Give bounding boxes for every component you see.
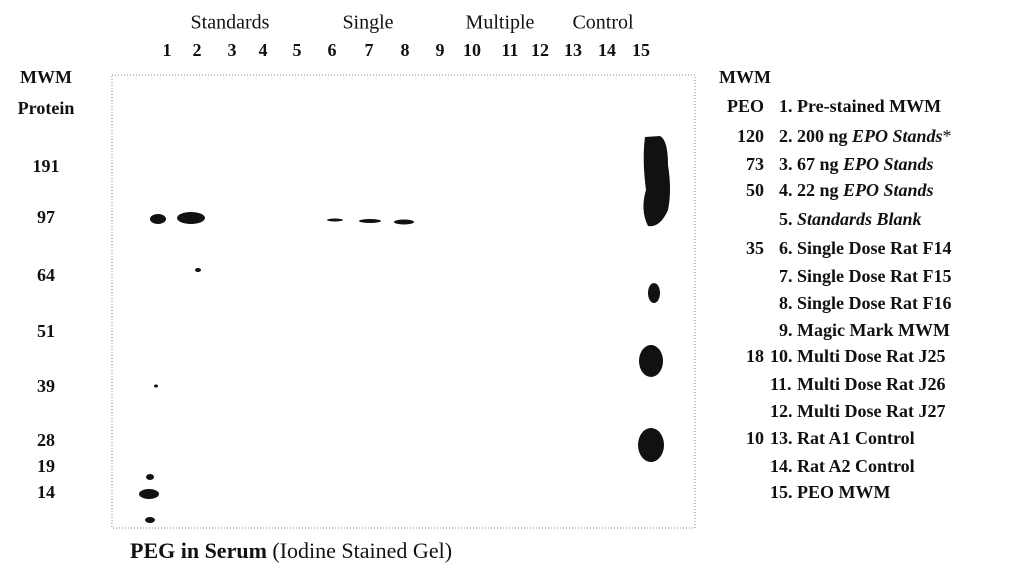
gel-bands — [139, 136, 670, 523]
lane-number: 13 — [564, 40, 582, 60]
peo-label: 18 — [746, 346, 764, 366]
peo-label: 120 — [737, 126, 764, 146]
lane-number: 14 — [598, 40, 616, 60]
legend-text: Multi Dose Rat J25 — [797, 346, 945, 366]
legend-text-part: 200 ng — [797, 126, 852, 146]
marker-label: 51 — [37, 321, 55, 341]
legend-text-part: 22 ng — [797, 180, 843, 200]
legend-text: PEO MWM — [797, 482, 890, 502]
legend-text: Multi Dose Rat J27 — [797, 401, 945, 421]
legend-text-part: Multi Dose Rat J27 — [797, 401, 945, 421]
peo-label: 50 — [746, 180, 764, 200]
group-label: Multiple — [466, 12, 535, 34]
legend-text-part: Pre-stained MWM — [797, 96, 941, 116]
legend-number: 14. — [770, 456, 793, 476]
legend-number: 3. — [779, 154, 793, 174]
legend-text: Pre-stained MWM — [797, 96, 941, 116]
legend-text: Single Dose Rat F16 — [797, 293, 952, 313]
marker-label: 39 — [37, 376, 55, 396]
peo-label: 10 — [746, 428, 764, 448]
lane-number: 2 — [193, 40, 202, 60]
legend-italic: EPO Stands — [842, 154, 934, 174]
legend-number: 15. — [770, 482, 793, 502]
legend-number: 1. — [779, 96, 793, 116]
legend-text: Rat A1 Control — [797, 428, 915, 448]
group-label: Standards — [191, 12, 270, 34]
lane-number: 3 — [228, 40, 237, 60]
gel-frame — [112, 75, 695, 528]
marker-label: 19 — [37, 456, 55, 476]
legend-text: 200 ng EPO Stands* — [797, 126, 952, 146]
marker-label: 97 — [37, 207, 55, 227]
marker-label: 28 — [37, 430, 55, 450]
figure: StandardsSingleMultipleControl1234567891… — [0, 0, 1033, 568]
lane-number: 10 — [463, 40, 481, 60]
caption-normal: (Iodine Stained Gel) — [267, 538, 452, 563]
legend-number: 9. — [779, 320, 793, 340]
legend-number: 10. — [770, 346, 793, 366]
left-title: Protein — [18, 98, 75, 118]
marker-label: 14 — [37, 482, 55, 502]
legend-text-part: Rat A1 Control — [797, 428, 915, 448]
lane-number: 4 — [259, 40, 268, 60]
legend-text-part: Single Dose Rat F15 — [797, 266, 952, 286]
legend-text: Magic Mark MWM — [797, 320, 950, 340]
legend-text: Standards Blank — [797, 209, 922, 229]
peo-label: 35 — [746, 238, 764, 258]
legend-text-part: Multi Dose Rat J26 — [797, 374, 945, 394]
legend-text-part: Single Dose Rat F16 — [797, 293, 952, 313]
group-label: Control — [572, 12, 634, 34]
legend-number: 2. — [779, 126, 793, 146]
lane-number: 7 — [365, 40, 374, 60]
legend-number: 12. — [770, 401, 793, 421]
right-title: PEO — [727, 96, 764, 116]
legend-text: Rat A2 Control — [797, 456, 915, 476]
legend-text-part: Rat A2 Control — [797, 456, 915, 476]
left-title: MWM — [20, 67, 72, 87]
legend-number: 5. — [779, 209, 793, 229]
legend-number: 13. — [770, 428, 793, 448]
lane-number: 5 — [293, 40, 302, 60]
legend-text-part: Multi Dose Rat J25 — [797, 346, 945, 366]
legend-number: 4. — [779, 180, 793, 200]
marker-label: 64 — [37, 265, 55, 285]
legend-italic: EPO Stands — [842, 180, 934, 200]
legend-text: 22 ng EPO Stands — [797, 180, 934, 200]
legend-text: Single Dose Rat F14 — [797, 238, 952, 258]
lane-number: 12 — [531, 40, 549, 60]
caption-bold: PEG in Serum — [130, 538, 267, 563]
legend-italic: EPO Stands — [851, 126, 943, 146]
group-label: Single — [342, 12, 393, 34]
legend-text: Multi Dose Rat J26 — [797, 374, 945, 394]
legend-number: 7. — [779, 266, 793, 286]
caption: PEG in Serum (Iodine Stained Gel) — [130, 538, 452, 563]
legend-text-part: Single Dose Rat F14 — [797, 238, 952, 258]
legend-number: 11. — [770, 374, 792, 394]
legend-number: 8. — [779, 293, 793, 313]
legend-text-part: 67 ng — [797, 154, 843, 174]
lane-number: 15 — [632, 40, 650, 60]
lane-number: 8 — [401, 40, 410, 60]
legend-italic: Standards Blank — [797, 209, 922, 229]
marker-label: 191 — [33, 156, 60, 176]
legend-suffix: * — [943, 126, 952, 146]
lane-number: 11 — [501, 40, 518, 60]
legend-text: Single Dose Rat F15 — [797, 266, 952, 286]
legend-text-part: PEO MWM — [797, 482, 890, 502]
right-title: MWM — [719, 67, 771, 87]
legend-number: 6. — [779, 238, 793, 258]
peo-label: 73 — [746, 154, 764, 174]
legend-text: 67 ng EPO Stands — [797, 154, 934, 174]
legend-text-part: Magic Mark MWM — [797, 320, 950, 340]
lane-number: 9 — [436, 40, 445, 60]
lane-number: 1 — [163, 40, 172, 60]
lane-number: 6 — [328, 40, 337, 60]
